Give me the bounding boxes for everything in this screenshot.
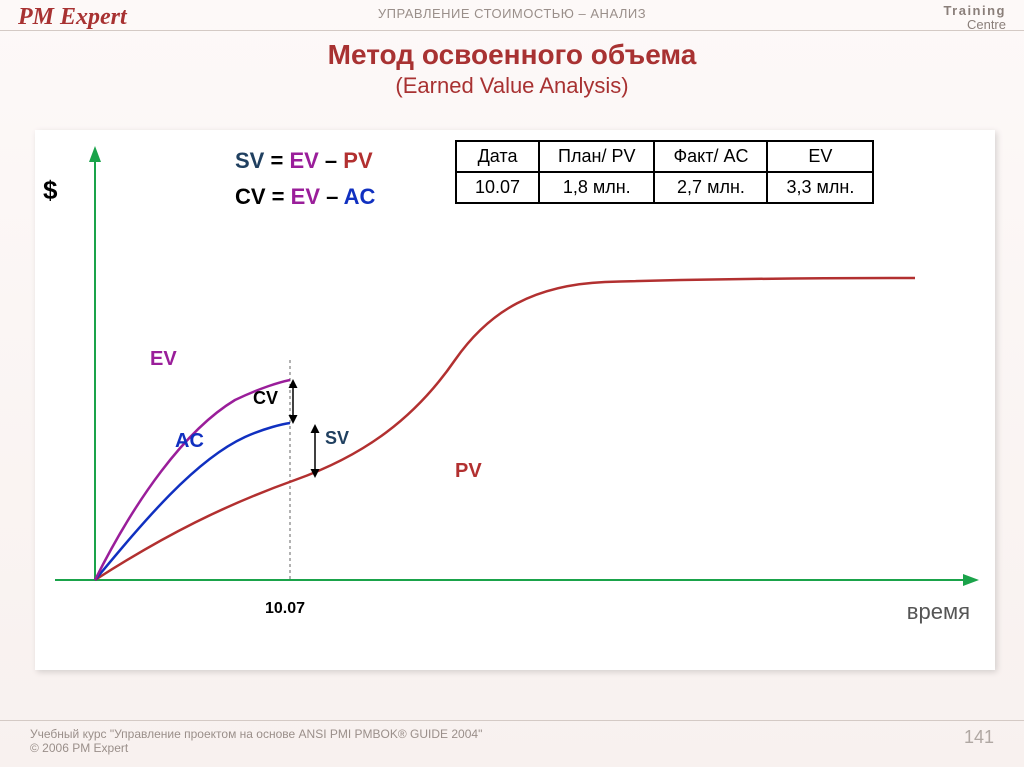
- ev-curve: [95, 380, 290, 580]
- slide: PM Expert УПРАВЛЕНИЕ СТОИМОСТЬЮ – АНАЛИЗ…: [0, 0, 1024, 767]
- pv-label: PV: [455, 460, 482, 483]
- course-line: Учебный курс "Управление проектом на осн…: [30, 727, 482, 741]
- header-bar: PM Expert УПРАВЛЕНИЕ СТОИМОСТЬЮ – АНАЛИЗ…: [0, 0, 1024, 31]
- ac-label: AC: [175, 430, 204, 453]
- sv-label: SV: [325, 428, 349, 449]
- footer-left: Учебный курс "Управление проектом на осн…: [30, 727, 482, 755]
- copyright-line: © 2006 PM Expert: [30, 741, 482, 755]
- pv-curve: [95, 278, 915, 580]
- ev-label: EV: [150, 348, 177, 371]
- chart-svg: [35, 130, 995, 670]
- cv-label: CV: [253, 388, 278, 409]
- page-number: 141: [964, 727, 994, 755]
- chart-area: $ SV = EV – PV CV = EV – AC Дата План/ P…: [35, 130, 995, 670]
- title-main: Метод освоенного объема: [0, 39, 1024, 71]
- logo-line2: Centre: [967, 17, 1006, 32]
- training-centre-logo: Training Centre: [943, 4, 1006, 33]
- footer: Учебный курс "Управление проектом на осн…: [0, 720, 1024, 755]
- section-title: УПРАВЛЕНИЕ СТОИМОСТЬЮ – АНАЛИЗ: [0, 6, 1024, 21]
- logo-line1: Training: [943, 3, 1006, 18]
- x-tick-1007: 10.07: [265, 600, 305, 618]
- x-axis-label: время: [907, 599, 970, 625]
- title-sub: (Earned Value Analysis): [0, 73, 1024, 99]
- title-block: Метод освоенного объема (Earned Value An…: [0, 39, 1024, 99]
